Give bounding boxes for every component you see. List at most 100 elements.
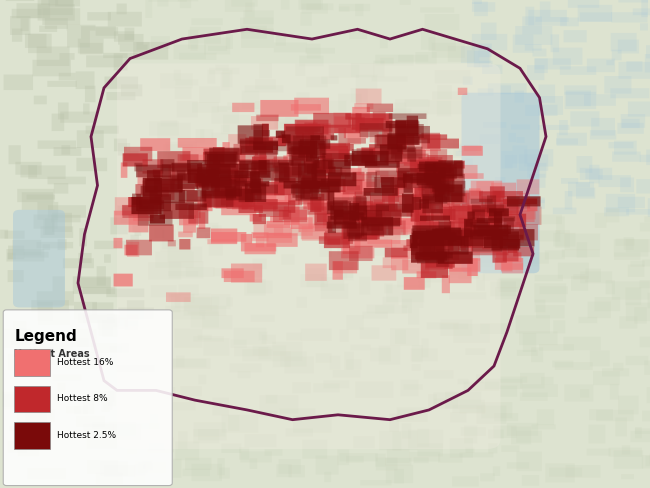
- FancyBboxPatch shape: [474, 51, 489, 67]
- FancyBboxPatch shape: [150, 215, 165, 224]
- FancyBboxPatch shape: [268, 200, 300, 205]
- FancyBboxPatch shape: [538, 125, 569, 130]
- FancyBboxPatch shape: [152, 210, 187, 224]
- FancyBboxPatch shape: [374, 208, 411, 216]
- FancyBboxPatch shape: [400, 223, 436, 232]
- FancyBboxPatch shape: [114, 53, 127, 70]
- FancyBboxPatch shape: [211, 172, 220, 191]
- FancyBboxPatch shape: [326, 147, 334, 156]
- FancyBboxPatch shape: [220, 72, 229, 90]
- FancyBboxPatch shape: [508, 208, 536, 220]
- FancyBboxPatch shape: [571, 276, 588, 291]
- FancyBboxPatch shape: [360, 327, 380, 339]
- FancyBboxPatch shape: [77, 278, 111, 288]
- FancyBboxPatch shape: [203, 338, 229, 356]
- FancyBboxPatch shape: [312, 170, 326, 186]
- FancyBboxPatch shape: [382, 129, 389, 146]
- FancyBboxPatch shape: [148, 0, 187, 2]
- FancyBboxPatch shape: [640, 155, 650, 162]
- FancyBboxPatch shape: [254, 130, 270, 136]
- FancyBboxPatch shape: [247, 281, 272, 293]
- FancyBboxPatch shape: [441, 320, 472, 336]
- FancyBboxPatch shape: [289, 465, 305, 477]
- FancyBboxPatch shape: [3, 392, 32, 407]
- FancyBboxPatch shape: [551, 34, 559, 52]
- FancyBboxPatch shape: [448, 267, 471, 283]
- FancyBboxPatch shape: [8, 354, 46, 370]
- FancyBboxPatch shape: [506, 222, 525, 239]
- FancyBboxPatch shape: [169, 310, 205, 320]
- FancyBboxPatch shape: [185, 458, 211, 470]
- FancyBboxPatch shape: [13, 210, 65, 307]
- FancyBboxPatch shape: [496, 252, 521, 262]
- FancyBboxPatch shape: [339, 149, 349, 159]
- FancyBboxPatch shape: [192, 464, 222, 481]
- FancyBboxPatch shape: [501, 260, 512, 271]
- FancyBboxPatch shape: [391, 146, 423, 159]
- FancyBboxPatch shape: [472, 0, 482, 4]
- FancyBboxPatch shape: [494, 200, 519, 215]
- FancyBboxPatch shape: [168, 271, 198, 276]
- FancyBboxPatch shape: [480, 473, 495, 481]
- FancyBboxPatch shape: [51, 215, 81, 223]
- FancyBboxPatch shape: [333, 197, 367, 205]
- FancyBboxPatch shape: [87, 12, 111, 20]
- FancyBboxPatch shape: [235, 175, 247, 183]
- FancyBboxPatch shape: [576, 182, 590, 187]
- FancyBboxPatch shape: [404, 100, 430, 107]
- FancyBboxPatch shape: [447, 257, 462, 274]
- FancyBboxPatch shape: [403, 211, 439, 228]
- FancyBboxPatch shape: [0, 230, 8, 239]
- FancyBboxPatch shape: [488, 216, 515, 222]
- FancyBboxPatch shape: [101, 394, 110, 412]
- FancyBboxPatch shape: [198, 223, 218, 232]
- FancyBboxPatch shape: [614, 253, 640, 260]
- FancyBboxPatch shape: [454, 161, 465, 168]
- FancyBboxPatch shape: [328, 161, 350, 169]
- FancyBboxPatch shape: [125, 28, 135, 40]
- FancyBboxPatch shape: [209, 241, 223, 256]
- FancyBboxPatch shape: [418, 185, 425, 190]
- FancyBboxPatch shape: [216, 195, 252, 208]
- FancyBboxPatch shape: [343, 221, 360, 239]
- FancyBboxPatch shape: [504, 255, 528, 267]
- FancyBboxPatch shape: [118, 143, 130, 156]
- FancyBboxPatch shape: [226, 297, 233, 306]
- FancyBboxPatch shape: [647, 293, 650, 308]
- FancyBboxPatch shape: [96, 27, 118, 36]
- Text: Hottest 16%: Hottest 16%: [57, 358, 113, 367]
- FancyBboxPatch shape: [8, 245, 24, 259]
- FancyBboxPatch shape: [428, 201, 437, 211]
- FancyBboxPatch shape: [274, 178, 296, 195]
- FancyBboxPatch shape: [354, 103, 373, 109]
- FancyBboxPatch shape: [474, 225, 511, 234]
- FancyBboxPatch shape: [413, 184, 429, 202]
- FancyBboxPatch shape: [448, 233, 456, 242]
- FancyBboxPatch shape: [178, 0, 198, 1]
- FancyBboxPatch shape: [77, 158, 107, 171]
- FancyBboxPatch shape: [238, 125, 263, 144]
- FancyBboxPatch shape: [430, 202, 454, 213]
- FancyBboxPatch shape: [382, 118, 402, 124]
- FancyBboxPatch shape: [413, 179, 441, 188]
- FancyBboxPatch shape: [439, 167, 457, 178]
- FancyBboxPatch shape: [179, 53, 216, 60]
- FancyBboxPatch shape: [411, 213, 439, 227]
- FancyBboxPatch shape: [419, 221, 439, 241]
- FancyBboxPatch shape: [417, 252, 437, 264]
- FancyBboxPatch shape: [472, 34, 507, 50]
- FancyBboxPatch shape: [421, 233, 432, 243]
- FancyBboxPatch shape: [213, 189, 227, 208]
- FancyBboxPatch shape: [393, 142, 403, 153]
- FancyBboxPatch shape: [110, 346, 122, 352]
- FancyBboxPatch shape: [333, 262, 357, 273]
- FancyBboxPatch shape: [553, 207, 577, 214]
- FancyBboxPatch shape: [433, 187, 445, 198]
- FancyBboxPatch shape: [345, 113, 361, 120]
- FancyBboxPatch shape: [452, 253, 473, 264]
- FancyBboxPatch shape: [430, 221, 467, 228]
- FancyBboxPatch shape: [411, 194, 443, 213]
- FancyBboxPatch shape: [244, 165, 266, 183]
- FancyBboxPatch shape: [349, 223, 362, 238]
- FancyBboxPatch shape: [252, 165, 267, 173]
